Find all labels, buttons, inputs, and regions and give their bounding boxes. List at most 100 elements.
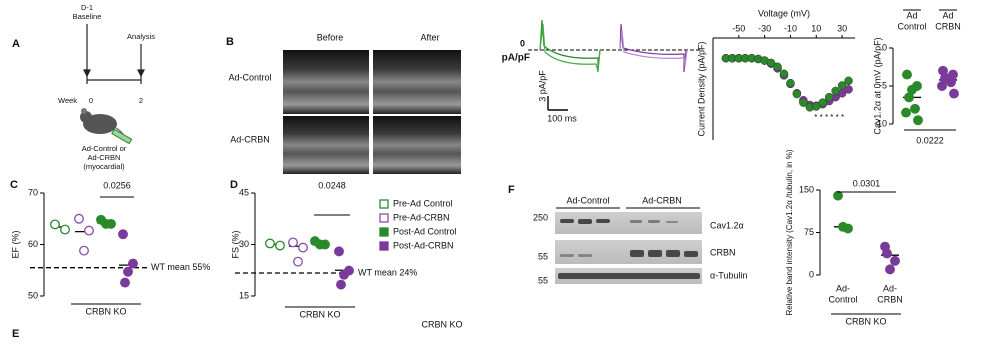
y-axis-label: Relative band intensity (Cav1.2α /tubuli… <box>785 149 794 315</box>
y-axis-label: EF (%) <box>10 230 20 258</box>
data-point <box>123 266 133 277</box>
data-point <box>128 258 138 269</box>
x-axis-label: CRBN KO <box>299 309 340 319</box>
p-value: 0.0256 <box>103 180 131 190</box>
data-point <box>792 89 802 99</box>
y-tick-label: 150 <box>799 184 814 194</box>
y-tick-label: -10 <box>874 118 887 128</box>
data-point <box>831 86 840 96</box>
x-axis-label: CRBN KO <box>845 316 886 326</box>
category-label: Ad- <box>883 283 897 293</box>
y-tick-label: 15 <box>239 290 249 300</box>
panel-letter: F <box>508 184 515 196</box>
data-point <box>334 246 344 257</box>
unit-label: pA/pF <box>502 53 530 64</box>
data-point <box>118 229 128 240</box>
data-point <box>275 240 285 251</box>
data-point <box>885 264 895 275</box>
p-value: 0.0222 <box>916 135 944 145</box>
data-point <box>837 81 847 90</box>
category-label: CRBN <box>877 294 903 304</box>
timeline <box>83 24 145 84</box>
legend-label: Post-Ad Control <box>393 226 457 236</box>
data-point <box>339 269 349 280</box>
column-label: After <box>420 32 439 42</box>
y-tick-label: -5 <box>879 80 887 90</box>
week-tick: 2 <box>139 96 143 105</box>
x-tick-label: 30 <box>837 23 847 33</box>
row-label: Ad-CRBN <box>230 134 270 144</box>
data-point <box>773 62 782 72</box>
week-tick: 0 <box>89 96 93 105</box>
panel-letter: D <box>230 179 238 191</box>
data-point <box>833 190 843 201</box>
y-tick-label: 30 <box>239 239 249 249</box>
legend-swatch <box>379 227 389 237</box>
data-point <box>50 219 60 230</box>
legend-label: Pre-Ad-CRBN <box>393 212 450 222</box>
y-axis-label: Current Density (pA/pF) <box>696 41 706 136</box>
x-tick-label: 10 <box>811 23 821 33</box>
analysis-label: Analysis <box>127 32 155 41</box>
x-tick-label: -10 <box>784 23 797 33</box>
scale-bar <box>547 96 568 111</box>
data-point <box>79 245 89 256</box>
data-point <box>298 242 308 253</box>
data-point <box>949 88 959 99</box>
injection-label: Ad-Control or <box>82 144 127 153</box>
y-tick-label: 45 <box>239 187 249 197</box>
week-label: Week <box>58 96 77 105</box>
data-point <box>838 221 848 232</box>
echo-images <box>283 50 461 174</box>
legend-label: Pre-Ad Control <box>393 198 453 208</box>
significance: * * * * * * <box>814 113 844 122</box>
marker-label: 55 <box>538 251 548 261</box>
data-point <box>293 256 303 267</box>
data-point <box>890 255 900 266</box>
baseline-label: Baseline <box>73 12 102 21</box>
data-point <box>910 103 920 114</box>
category-label: CRBN <box>935 21 961 31</box>
reference-label: WT mean 24% <box>358 267 417 277</box>
y-tick-label: 70 <box>28 187 38 197</box>
data-point <box>844 85 853 94</box>
data-point <box>844 76 853 86</box>
injection-label: (myocardial) <box>83 162 125 171</box>
x-axis-label: Voltage (mV) <box>758 8 810 18</box>
data-point <box>779 69 789 79</box>
y-tick-label: 50 <box>28 290 38 300</box>
x-tick-label: -30 <box>758 23 771 33</box>
data-point <box>315 239 325 250</box>
data-point <box>913 115 923 126</box>
data-point <box>946 77 956 88</box>
row-label: Ad-Control <box>228 72 271 82</box>
reference-label: WT mean 55% <box>151 262 210 272</box>
mouse-icon <box>80 108 133 145</box>
data-point <box>766 58 776 68</box>
data-point <box>818 98 827 107</box>
band-label: α-Tubulin <box>710 270 747 280</box>
group-label: Ad-CRBN <box>642 195 682 205</box>
data-point <box>901 107 911 118</box>
band-label: Cav1.2α <box>710 220 744 230</box>
panel-letter: A <box>12 38 20 50</box>
data-point <box>101 218 111 229</box>
e-label: CRBN KO <box>421 319 462 329</box>
scale-label: 3 pA/pF <box>537 70 547 102</box>
marker-label: 250 <box>533 212 548 222</box>
data-point <box>904 92 914 103</box>
data-point <box>265 238 275 249</box>
band-label: CRBN <box>710 247 736 257</box>
marker-label: 55 <box>538 275 548 285</box>
data-point <box>786 78 795 88</box>
zero-label: 0 <box>520 38 525 48</box>
data-point <box>937 81 947 91</box>
x-tick-label: -50 <box>732 23 745 33</box>
y-tick-label: 60 <box>28 239 38 249</box>
y-axis-label: Cav1.2α at 0mV (pA/pF) <box>872 37 882 134</box>
data-point <box>74 213 84 224</box>
category-label: Ad- <box>836 283 850 293</box>
y-tick-label: 0 <box>882 42 887 52</box>
data-point <box>812 102 821 111</box>
column-label: Before <box>317 32 344 42</box>
